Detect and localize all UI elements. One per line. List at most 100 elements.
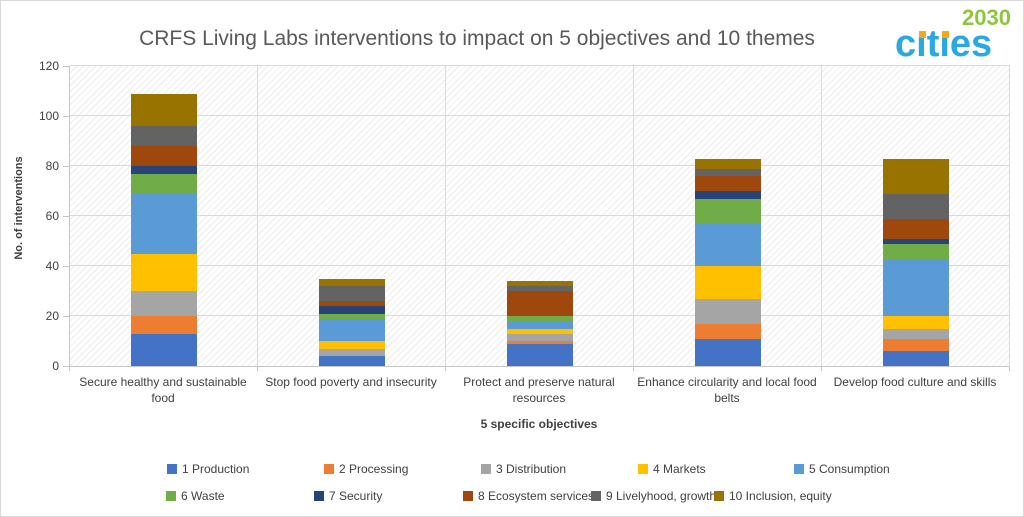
- bar-segment: [319, 286, 385, 301]
- y-tick-label: 40: [45, 259, 59, 273]
- y-tick-label: 20: [45, 309, 59, 323]
- bar-segment: [695, 266, 761, 299]
- gridline-vertical: [257, 66, 258, 366]
- x-tick-mark: [821, 366, 822, 371]
- bar-segment: [695, 191, 761, 199]
- gridline-vertical: [1009, 66, 1010, 366]
- bar-segment: [131, 166, 197, 174]
- bar-segment: [883, 258, 949, 316]
- gridline-vertical: [633, 66, 634, 366]
- y-tick-mark: [63, 266, 69, 267]
- bar-segment: [883, 158, 949, 194]
- bar-segment: [319, 356, 385, 366]
- bar-segment: [319, 318, 385, 341]
- bar-segment: [131, 146, 197, 166]
- bar-segment: [507, 291, 573, 316]
- legend-item: 5 Consumption: [794, 461, 890, 476]
- bar-segment: [131, 333, 197, 366]
- legend-item: 1 Production: [167, 461, 249, 476]
- legend-label: 3 Distribution: [496, 461, 567, 476]
- bar-segment: [507, 281, 573, 286]
- y-tick-label: 120: [38, 59, 59, 73]
- bar-segment: [507, 343, 573, 366]
- bar-segment: [695, 223, 761, 266]
- legend-label: 4 Markets: [653, 461, 706, 476]
- bar-segment: [695, 338, 761, 366]
- bar-segment: [507, 321, 573, 329]
- y-tick-mark: [63, 66, 69, 67]
- legend-swatch: [638, 463, 648, 474]
- plot-area: [69, 65, 1010, 367]
- gridline-horizontal: [70, 165, 1010, 166]
- x-tick-mark: [257, 366, 258, 371]
- gridline-vertical: [821, 66, 822, 366]
- bar-segment: [695, 176, 761, 191]
- legend-swatch: [324, 463, 334, 474]
- logo-i-dot: [919, 31, 926, 38]
- logo-year-text: 2030: [962, 5, 1011, 30]
- bar-segment: [507, 333, 573, 341]
- bar-segment: [131, 316, 197, 334]
- y-tick-mark: [63, 366, 69, 367]
- legend-swatch: [794, 463, 804, 474]
- legend-item: 3 Distribution: [481, 461, 566, 476]
- bar-segment: [507, 328, 573, 334]
- bar-segment: [507, 316, 573, 321]
- bar-segment: [131, 253, 197, 291]
- legend-label: 9 Livelyhood, growth: [606, 488, 717, 503]
- y-tick-label: 60: [45, 209, 59, 223]
- legend-swatch: [167, 463, 177, 474]
- x-category-label: Develop food culture and skills: [833, 375, 997, 389]
- legend-swatch: [591, 490, 601, 501]
- y-tick-label: 80: [45, 159, 59, 173]
- chart-title: CRFS Living Labs interventions to impact…: [139, 27, 815, 50]
- bar-segment: [319, 348, 385, 356]
- bar-segment: [319, 301, 385, 306]
- gridline-horizontal: [70, 65, 1010, 66]
- x-category-label: Stop food poverty and insecurity: [265, 375, 437, 389]
- gridline-horizontal: [70, 265, 1010, 266]
- bar-segment: [695, 298, 761, 324]
- legend-label: 2 Processing: [339, 461, 409, 476]
- logo-i-dot: [942, 31, 949, 38]
- legend-item: 10 Inclusion, equity: [714, 488, 832, 503]
- bar-segment: [319, 341, 385, 349]
- bar-segment: [695, 323, 761, 339]
- bar-segment: [319, 306, 385, 314]
- x-tick-mark: [633, 366, 634, 371]
- legend-label: 7 Security: [329, 488, 383, 503]
- legend-item: 7 Security: [314, 488, 382, 503]
- y-tick-mark: [63, 116, 69, 117]
- y-tick-label: 100: [38, 109, 59, 123]
- x-category-label: Secure healthy and sustainable food: [79, 375, 247, 405]
- bar-segment: [883, 328, 949, 339]
- legend-label: 6 Waste: [181, 488, 225, 503]
- bar-segment: [695, 158, 761, 169]
- gridline-horizontal: [70, 115, 1010, 116]
- legend-label: 10 Inclusion, equity: [729, 488, 832, 503]
- legend-swatch: [314, 490, 324, 501]
- bar-segment: [695, 198, 761, 224]
- legend-item: 6 Waste: [166, 488, 225, 503]
- bar-segment: [883, 238, 949, 244]
- gridline-vertical: [445, 66, 446, 366]
- bar-segment: [883, 193, 949, 219]
- bar-segment: [883, 338, 949, 351]
- x-tick-mark: [69, 366, 70, 371]
- legend-label: 8 Ecosystem services: [478, 488, 595, 503]
- bar-segment: [319, 278, 385, 286]
- cities2030-logo: 2030 cıtıes: [889, 7, 1013, 65]
- bar-segment: [131, 291, 197, 316]
- bar-segment: [319, 313, 385, 319]
- gridline-horizontal: [70, 215, 1010, 216]
- legend-swatch: [481, 463, 491, 474]
- x-category-label: Protect and preserve natural resources: [463, 375, 615, 405]
- legend-item: 8 Ecosystem services: [463, 488, 594, 503]
- bar-segment: [883, 316, 949, 329]
- bar-segment: [883, 243, 949, 259]
- bar-segment: [131, 126, 197, 146]
- y-tick-mark: [63, 216, 69, 217]
- legend-swatch: [463, 490, 473, 501]
